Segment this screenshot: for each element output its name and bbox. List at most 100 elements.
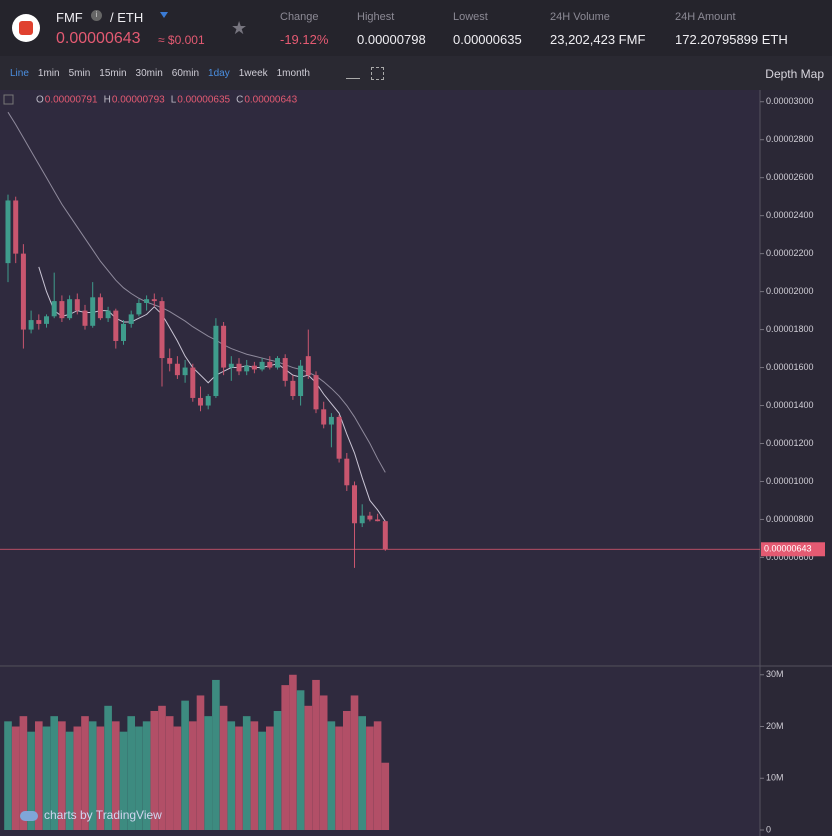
candle-body xyxy=(44,316,49,324)
candle-body xyxy=(144,299,150,303)
star[interactable]: ★ xyxy=(231,18,248,38)
interval-button[interactable]: 15min xyxy=(99,68,127,79)
candle-body xyxy=(313,375,319,410)
stat-value: 0.00000635 xyxy=(453,32,522,47)
candle-body xyxy=(190,367,196,398)
fullscreen-icon[interactable] xyxy=(371,67,384,80)
y-tick-label: 0 xyxy=(766,824,771,834)
candle-body xyxy=(321,409,327,425)
candle-body xyxy=(167,358,173,364)
volume-bar xyxy=(196,695,205,830)
stat-value: -19.12% xyxy=(280,32,329,47)
candle-body xyxy=(290,380,296,397)
candle-body xyxy=(344,458,350,486)
volume-bar xyxy=(81,716,89,830)
volume-bar xyxy=(96,726,105,830)
stat-value: 172.20795899 ETH xyxy=(675,32,788,47)
interval-button[interactable]: Line xyxy=(10,68,29,79)
volume-bar xyxy=(219,705,228,830)
candle-body xyxy=(90,297,96,326)
volume-bar xyxy=(312,679,320,830)
interval-button[interactable]: 60min xyxy=(171,68,200,79)
info-icon[interactable]: i xyxy=(91,10,102,21)
y-tick-label: 0.00000600 xyxy=(766,552,814,562)
candle-body xyxy=(221,325,227,368)
header: FMF i / ETH 0.00000643 ≈ $0.001 ★ Change… xyxy=(0,0,832,56)
candle-body xyxy=(275,358,280,368)
volume-bar xyxy=(373,721,382,830)
credit-text: charts by TradingView xyxy=(44,808,162,822)
volume-bar xyxy=(343,710,351,830)
stat-label: Lowest xyxy=(453,11,488,23)
candle-body xyxy=(36,320,42,324)
volume-bar xyxy=(366,726,374,830)
candle-body xyxy=(352,485,357,524)
interval-button[interactable]: 1week xyxy=(238,68,268,79)
legend-value: 0.00000793 xyxy=(112,95,165,106)
candle-body xyxy=(28,320,34,330)
volume-bar xyxy=(189,721,197,830)
volume-bar xyxy=(235,726,243,830)
y-tick-label: 0.00002200 xyxy=(766,248,814,258)
pair-quote: / ETH xyxy=(110,10,144,25)
volume-bar xyxy=(58,721,66,830)
volume-bar xyxy=(173,726,182,830)
y-tick-label: 0.00001600 xyxy=(766,362,814,372)
indicator-icon[interactable] xyxy=(346,68,360,79)
volume-bar xyxy=(73,726,82,830)
volume-bar xyxy=(165,716,174,830)
volume-bar xyxy=(227,721,236,830)
volume-bar xyxy=(304,705,313,830)
volume-bar xyxy=(258,731,266,830)
candle-body xyxy=(251,365,257,370)
candle-body xyxy=(59,301,65,319)
price-usd: ≈ $0.001 xyxy=(158,33,205,47)
interval-button[interactable]: 1day xyxy=(208,68,230,79)
candle-body xyxy=(82,310,88,326)
y-tick-label: 30M xyxy=(766,669,784,679)
candle-body xyxy=(13,200,19,254)
volume-bar xyxy=(35,721,43,830)
legend-key: C xyxy=(236,95,243,106)
candle-body xyxy=(51,301,57,317)
toolbar: Line 1min 5min 15min 30min 60min 1day 1week 1mon… xyxy=(0,56,832,90)
interval-button[interactable]: 30min xyxy=(135,68,163,79)
legend-key: L xyxy=(171,95,177,106)
moving-average xyxy=(38,266,386,522)
candle-body xyxy=(328,416,334,425)
volume-bar xyxy=(50,716,58,830)
y-tick-label: 0.00001200 xyxy=(766,438,814,448)
y-tick-label: 0.00002400 xyxy=(766,210,814,220)
dropdown-arrow[interactable] xyxy=(160,12,168,18)
stat-label: Change xyxy=(280,11,319,23)
volume-bar xyxy=(11,726,20,830)
y-tick-label: 0.00001800 xyxy=(766,324,814,334)
volume-bar xyxy=(150,710,159,830)
interval-button[interactable]: 1min xyxy=(37,68,60,79)
volume-bar xyxy=(350,695,359,830)
candle-body xyxy=(5,200,11,264)
candle-body xyxy=(375,519,381,522)
interval-button[interactable]: 5min xyxy=(68,68,91,79)
volume-bar xyxy=(212,679,220,830)
price-pane xyxy=(0,90,760,666)
volume-bar xyxy=(242,716,251,830)
tradingview-credit[interactable]: charts by TradingView xyxy=(20,808,162,822)
legend-value: 0.00000643 xyxy=(244,95,297,106)
volume-bar xyxy=(127,716,135,830)
legend-value: 0.00000791 xyxy=(45,95,98,106)
volume-bar xyxy=(296,690,305,830)
volume-bar xyxy=(281,685,289,830)
legend-key: H xyxy=(104,95,111,106)
y-tick-label: 10M xyxy=(766,773,784,783)
candle-body xyxy=(67,299,73,319)
candle-body xyxy=(367,515,373,520)
volume-bar xyxy=(319,695,328,830)
y-tick-label: 0.00002000 xyxy=(766,286,814,296)
logo xyxy=(12,14,40,42)
candle-body xyxy=(128,314,134,324)
depth-map[interactable]: Depth Map xyxy=(765,67,824,81)
interval-button[interactable]: 1month xyxy=(276,68,310,79)
candle-body xyxy=(151,299,157,302)
